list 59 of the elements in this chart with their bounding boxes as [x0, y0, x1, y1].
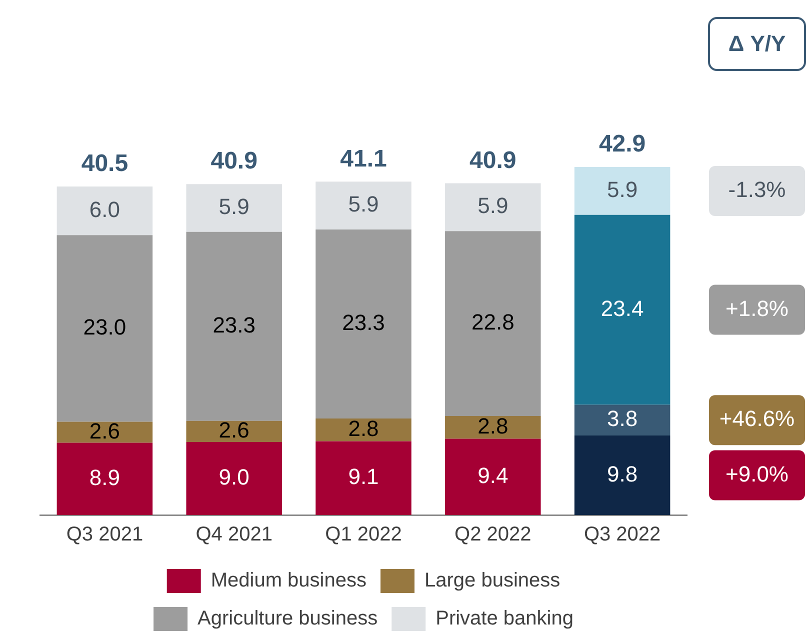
- data-label: 23.0: [83, 314, 126, 340]
- data-label: 5.9: [348, 192, 379, 217]
- bar: [445, 438, 541, 515]
- text: -1.3%: [728, 177, 786, 202]
- data-label: 2.8: [348, 416, 379, 441]
- data-label: 5.9: [218, 194, 250, 220]
- text: Δ Y/Y: [728, 31, 786, 56]
- bar: [574, 436, 670, 515]
- bar: [316, 229, 412, 418]
- bar: [574, 214, 670, 405]
- bar: [186, 420, 282, 442]
- data-label: 23.3: [342, 310, 385, 336]
- bar: [574, 167, 670, 215]
- bar: [56, 235, 153, 422]
- data-label: 5.9: [478, 193, 508, 218]
- bar: [574, 404, 670, 436]
- data-label: 2.8: [478, 413, 508, 438]
- data-label: 2.6: [89, 418, 120, 444]
- text: +1.8%: [726, 296, 788, 321]
- bar: [445, 231, 541, 416]
- data-label: 8.9: [89, 464, 120, 490]
- bar: [316, 418, 412, 442]
- bar: [186, 184, 282, 232]
- total-label: 40.5: [81, 150, 128, 178]
- text: +46.6%: [719, 406, 795, 432]
- data-label: 9.0: [218, 464, 250, 490]
- bar: [56, 442, 153, 515]
- data-label: 9.8: [607, 461, 638, 486]
- bar: [56, 422, 153, 443]
- legend-label: Private banking: [436, 608, 574, 630]
- total-label: 40.9: [470, 146, 516, 174]
- bar: [316, 441, 412, 515]
- total-label: 41.1: [340, 145, 387, 172]
- data-label: 23.4: [600, 296, 644, 321]
- data-label: 3.8: [607, 406, 638, 432]
- bar: [56, 186, 153, 236]
- bar: [186, 232, 282, 421]
- bar: [316, 182, 412, 230]
- bar: [445, 183, 541, 232]
- data-label: 6.0: [89, 196, 120, 222]
- text: +9.0%: [726, 461, 788, 486]
- x-tick-label: Q1 2022: [325, 524, 402, 546]
- x-tick-label: Q3 2021: [66, 524, 144, 546]
- data-label: 9.1: [348, 464, 379, 490]
- total-label: 40.9: [210, 148, 258, 175]
- bar: [445, 416, 541, 439]
- x-tick-label: Q3 2022: [584, 524, 661, 546]
- legend-label: Medium business: [210, 570, 366, 592]
- data-label: 2.6: [218, 418, 250, 443]
- data-label: 9.4: [478, 462, 508, 488]
- x-tick-label: Q2 2022: [454, 524, 532, 546]
- legend-label: Agriculture business: [198, 608, 378, 630]
- total-label: 42.9: [598, 130, 646, 158]
- legend-label: Large business: [424, 570, 560, 592]
- bar: [186, 442, 282, 515]
- data-label: 23.3: [212, 312, 256, 338]
- x-tick-label: Q4 2021: [196, 524, 272, 546]
- data-label: 22.8: [471, 310, 514, 335]
- data-label: 5.9: [607, 177, 638, 202]
